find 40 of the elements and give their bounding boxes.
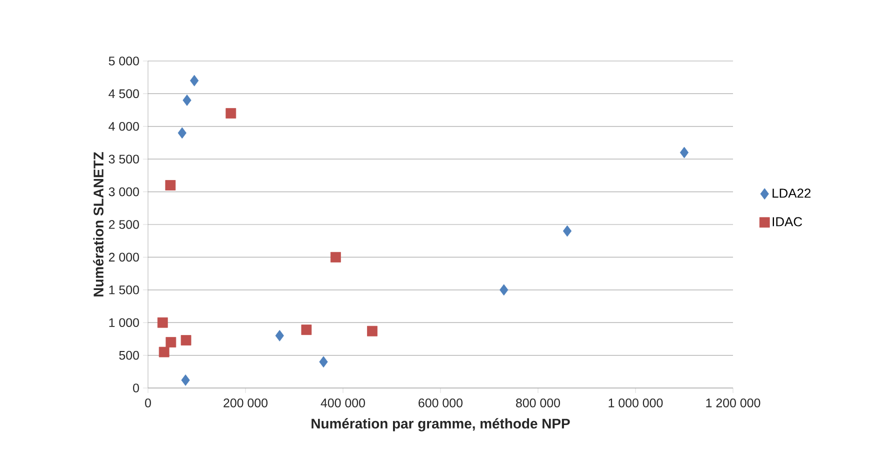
y-tick-label: 2 000 <box>108 252 139 262</box>
y-tick-label: 500 <box>119 350 139 360</box>
point <box>500 284 508 296</box>
point <box>157 317 168 328</box>
x-tick-label: 400 000 <box>320 398 365 408</box>
y-tick-label: 3 000 <box>108 187 139 196</box>
x-tick-label: 800 000 <box>516 398 560 408</box>
point <box>180 335 192 346</box>
y-tick-label: 4 500 <box>108 89 139 98</box>
y-tick-label: 1 500 <box>109 286 139 294</box>
point <box>166 337 176 348</box>
point <box>226 108 236 119</box>
x-tick-label: 200 000 <box>224 398 268 408</box>
point <box>562 225 572 237</box>
legend-label: IDAC <box>772 217 802 226</box>
y-tick-label: 1 000 <box>109 318 139 328</box>
point <box>319 356 328 368</box>
point <box>330 252 341 262</box>
y-tick-label: 3 500 <box>108 154 139 164</box>
y-tick-label: 5 000 <box>108 56 139 66</box>
y-tick-label: 0 <box>133 384 139 392</box>
point <box>182 94 192 106</box>
y-axis-title: Numération SLANETZ <box>93 152 104 296</box>
point <box>301 324 312 335</box>
x-tick-label: 600 000 <box>418 398 463 408</box>
point <box>165 180 176 190</box>
point <box>178 127 186 139</box>
x-tick-label: 1 200 000 <box>706 398 760 408</box>
x-tick-label: 1 000 000 <box>608 398 663 408</box>
point <box>158 346 170 358</box>
x-axis-title: Numération par gramme, méthode NPP <box>312 418 570 432</box>
y-tick-label: 2 500 <box>108 220 139 229</box>
legend-label: LDA22 <box>772 188 811 198</box>
point <box>275 330 284 342</box>
point <box>181 374 190 386</box>
point <box>190 74 199 86</box>
point <box>680 146 689 158</box>
x-tick-label: 0 <box>145 398 151 408</box>
y-tick-label: 4 000 <box>108 122 139 131</box>
point <box>367 326 378 336</box>
